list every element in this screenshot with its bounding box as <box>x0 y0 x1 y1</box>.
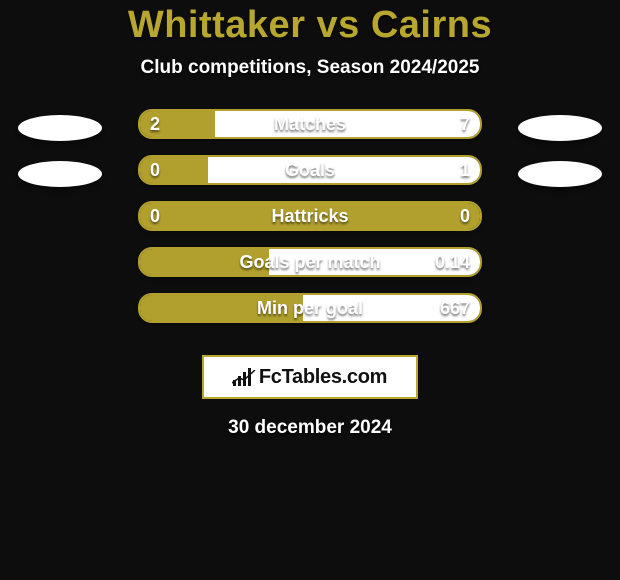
stat-bar-left-segment <box>140 203 480 229</box>
chart-icon <box>233 368 255 386</box>
stat-row: 0.14Goals per match <box>0 247 620 293</box>
stat-bar-right-segment <box>269 249 480 275</box>
logo-text: FcTables.com <box>259 366 387 389</box>
player2-badge <box>518 115 602 141</box>
stat-bar-right-segment <box>303 295 480 321</box>
stat-bar: 27Matches <box>138 109 482 139</box>
stat-bar: 00Hattricks <box>138 201 482 231</box>
stat-bar-right-segment <box>208 157 480 183</box>
stat-bar-left-segment <box>140 249 269 275</box>
player1-badge <box>18 115 102 141</box>
stat-row: 01Goals <box>0 155 620 201</box>
stat-bar-right-segment <box>215 111 480 137</box>
stat-bar: 0.14Goals per match <box>138 247 482 277</box>
stat-bar: 01Goals <box>138 155 482 185</box>
date-label: 30 december 2024 <box>0 417 620 439</box>
stat-bar: 667Min per goal <box>138 293 482 323</box>
page-title: Whittaker vs Cairns <box>0 4 620 47</box>
logo-badge[interactable]: FcTables.com <box>202 355 418 399</box>
player2-badge <box>518 161 602 187</box>
stat-bar-left-segment <box>140 111 215 137</box>
subtitle: Club competitions, Season 2024/2025 <box>0 57 620 79</box>
stat-row: 27Matches <box>0 109 620 155</box>
stats-rows: 27Matches 01Goals 00Hattricks 0.14Goals per… <box>0 109 620 339</box>
stat-row: 667Min per goal <box>0 293 620 339</box>
stat-bar-left-segment <box>140 295 303 321</box>
comparison-card: Whittaker vs Cairns Club competitions, S… <box>0 0 620 439</box>
stat-bar-left-segment <box>140 157 208 183</box>
player1-badge <box>18 161 102 187</box>
stat-row: 00Hattricks <box>0 201 620 247</box>
